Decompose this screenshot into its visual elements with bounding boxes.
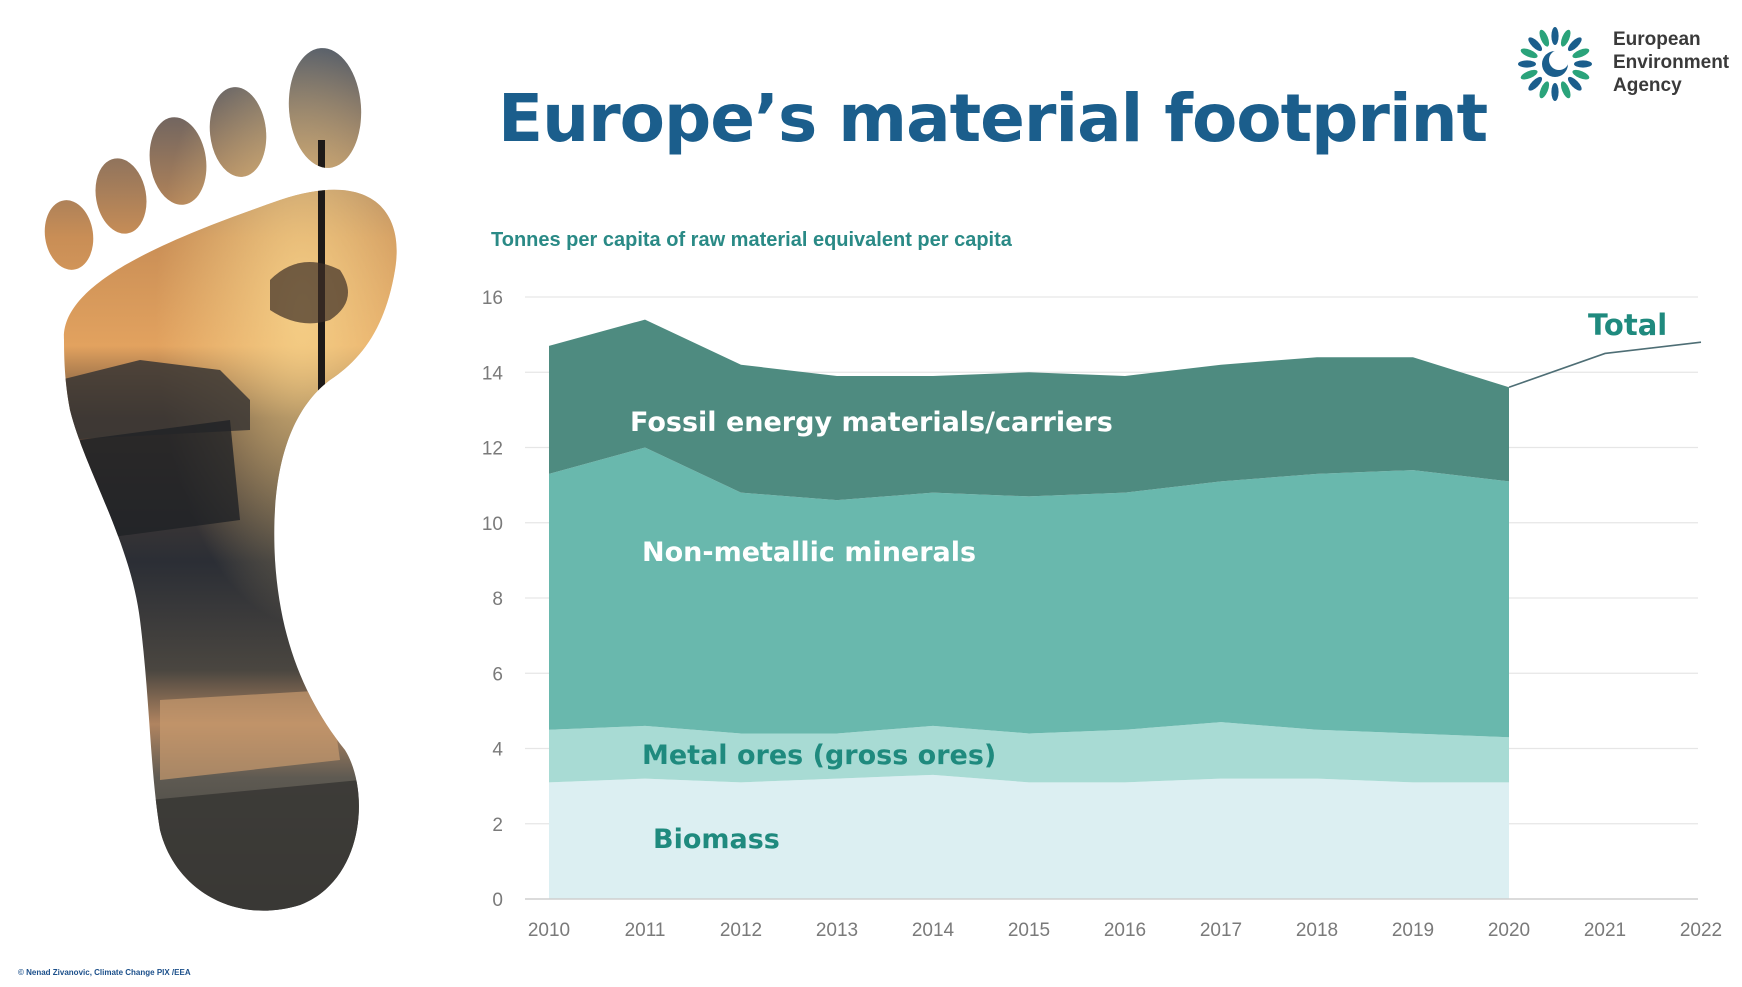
- sunburst-ray: [1567, 76, 1582, 91]
- x-tick-label: 2019: [1392, 920, 1434, 941]
- logo-line-2: Environment: [1613, 52, 1730, 73]
- x-axis-ticks: 2010 2011 2012 2013 2014 2015 2016 2017 2018 2019…: [528, 920, 1722, 941]
- x-tick-label: 2021: [1584, 920, 1626, 941]
- y-tick-label: 8: [492, 589, 503, 610]
- y-tick-label: 12: [482, 439, 503, 460]
- x-tick-label: 2011: [625, 920, 666, 941]
- y-tick-label: 16: [482, 288, 503, 309]
- x-tick-label: 2022: [1680, 920, 1722, 941]
- y-tick-label: 4: [492, 740, 503, 761]
- series-label-fossil: Fossil energy materials/carriers: [630, 407, 1113, 438]
- area-series-0: [549, 774, 1509, 899]
- area-layers: [549, 319, 1509, 899]
- logo-line-1: European: [1613, 29, 1701, 50]
- sunburst-ray: [1539, 81, 1550, 99]
- sunburst-ray: [1574, 60, 1592, 68]
- sunburst-ray: [1551, 27, 1559, 45]
- y-tick-label: 2: [492, 815, 503, 836]
- y-tick-label: 10: [482, 514, 503, 535]
- y-tick-label: 14: [482, 363, 504, 384]
- total-label: Total: [1588, 308, 1667, 342]
- eea-sunburst-icon: [1518, 27, 1592, 101]
- sunburst-ray: [1572, 48, 1590, 59]
- sunburst-ray: [1528, 76, 1543, 91]
- sunburst-ray: [1518, 60, 1536, 68]
- x-tick-label: 2012: [720, 920, 762, 941]
- x-tick-label: 2014: [912, 920, 955, 941]
- sunburst-ray: [1520, 48, 1538, 59]
- sunburst-ray: [1567, 37, 1582, 52]
- y-tick-label: 0: [492, 890, 503, 911]
- x-tick-label: 2020: [1488, 920, 1530, 941]
- area-series-2: [549, 447, 1509, 738]
- page-title: Europe’s material footprint: [498, 80, 1488, 157]
- x-tick-label: 2010: [528, 920, 570, 941]
- eea-logo: European Environment Agency: [1515, 24, 1740, 104]
- series-label-non-metallic: Non-metallic minerals: [642, 537, 976, 568]
- area-series-3: [549, 319, 1509, 501]
- x-tick-label: 2018: [1296, 920, 1338, 941]
- total-line: [1508, 341, 1702, 389]
- x-tick-label: 2017: [1200, 920, 1242, 941]
- sunburst-ray: [1560, 81, 1571, 99]
- sunburst-ray: [1572, 69, 1590, 80]
- x-tick-label: 2013: [816, 920, 858, 941]
- x-tick-label: 2015: [1008, 920, 1050, 941]
- sunburst-ray: [1551, 83, 1559, 101]
- eea-logo-text: European Environment Agency: [1613, 28, 1729, 97]
- area-series-1: [549, 722, 1509, 783]
- sunburst-ray: [1560, 29, 1571, 47]
- series-label-biomass: Biomass: [653, 824, 780, 855]
- sunburst-ray: [1528, 37, 1543, 52]
- sunburst-ray: [1520, 69, 1538, 80]
- photo-credit: © Nenad Zivanovic, Climate Change PIX /E…: [18, 968, 191, 977]
- chart-subtitle: Tonnes per capita of raw material equiva…: [491, 229, 1013, 251]
- y-tick-label: 6: [492, 664, 503, 685]
- logo-line-3: Agency: [1613, 75, 1682, 96]
- y-axis-ticks: 0 2 4 6 8 10 12 14 16: [482, 288, 504, 911]
- footprint-photo: [40, 45, 397, 911]
- sunburst-ray: [1539, 29, 1550, 47]
- series-label-metal-ores: Metal ores (gross ores): [642, 740, 996, 771]
- x-tick-label: 2016: [1104, 920, 1146, 941]
